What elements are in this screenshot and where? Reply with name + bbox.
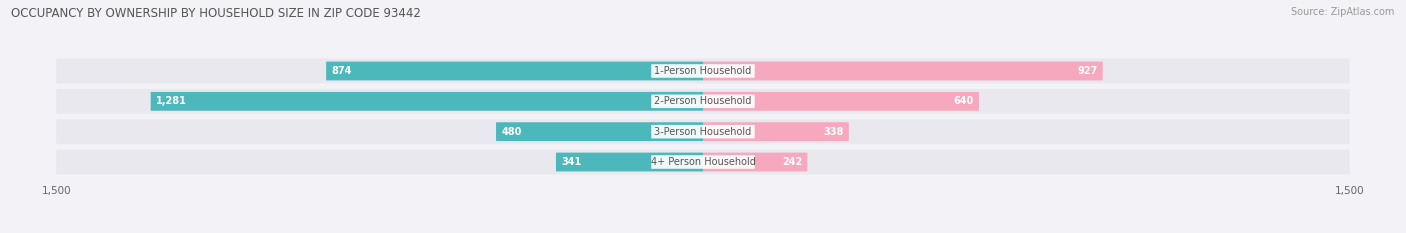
FancyBboxPatch shape xyxy=(703,92,979,111)
Text: 480: 480 xyxy=(501,127,522,137)
FancyBboxPatch shape xyxy=(56,89,1350,114)
Text: 242: 242 xyxy=(782,157,803,167)
FancyBboxPatch shape xyxy=(496,122,703,141)
FancyBboxPatch shape xyxy=(326,62,703,80)
Text: 341: 341 xyxy=(561,157,582,167)
FancyBboxPatch shape xyxy=(651,95,755,108)
Text: OCCUPANCY BY OWNERSHIP BY HOUSEHOLD SIZE IN ZIP CODE 93442: OCCUPANCY BY OWNERSHIP BY HOUSEHOLD SIZE… xyxy=(11,7,422,20)
FancyBboxPatch shape xyxy=(651,155,755,169)
Text: 338: 338 xyxy=(823,127,844,137)
FancyBboxPatch shape xyxy=(651,125,755,138)
FancyBboxPatch shape xyxy=(555,153,703,171)
FancyBboxPatch shape xyxy=(150,92,703,111)
FancyBboxPatch shape xyxy=(703,153,807,171)
FancyBboxPatch shape xyxy=(56,58,1350,83)
FancyBboxPatch shape xyxy=(703,62,1102,80)
FancyBboxPatch shape xyxy=(651,64,755,78)
Text: Source: ZipAtlas.com: Source: ZipAtlas.com xyxy=(1291,7,1395,17)
FancyBboxPatch shape xyxy=(56,119,1350,144)
Text: 874: 874 xyxy=(332,66,352,76)
FancyBboxPatch shape xyxy=(703,122,849,141)
Text: 4+ Person Household: 4+ Person Household xyxy=(651,157,755,167)
Text: 2-Person Household: 2-Person Household xyxy=(654,96,752,106)
Text: 1,281: 1,281 xyxy=(156,96,187,106)
Text: 640: 640 xyxy=(953,96,974,106)
FancyBboxPatch shape xyxy=(56,150,1350,175)
Text: 927: 927 xyxy=(1077,66,1098,76)
Text: 1-Person Household: 1-Person Household xyxy=(654,66,752,76)
Text: 3-Person Household: 3-Person Household xyxy=(654,127,752,137)
